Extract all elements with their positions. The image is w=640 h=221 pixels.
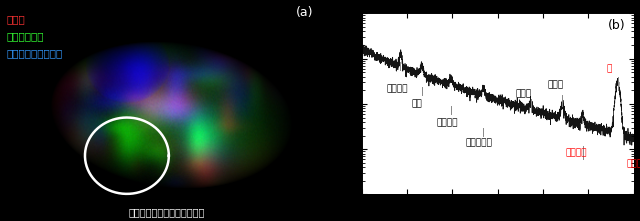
- Text: (a): (a): [296, 6, 314, 19]
- Text: 青：鉄とクロムの比: 青：鉄とクロムの比: [6, 48, 63, 58]
- Text: アルゴン: アルゴン: [436, 118, 458, 128]
- Text: クロムとチタンが過剰な領域: クロムとチタンが過剰な領域: [128, 207, 205, 217]
- Text: 赤：鉄: 赤：鉄: [6, 14, 26, 24]
- Text: チタン: チタン: [516, 89, 532, 98]
- Text: 度: 度: [323, 133, 329, 143]
- Text: マンガン: マンガン: [566, 148, 587, 157]
- Text: クロム: クロム: [547, 81, 564, 90]
- Text: シリコン: シリコン: [387, 84, 408, 93]
- Text: 硫黄: 硫黄: [412, 99, 422, 108]
- Text: 線: 線: [323, 68, 329, 78]
- Text: (b): (b): [608, 19, 625, 32]
- Text: X: X: [323, 35, 330, 46]
- Text: カルシウム: カルシウム: [466, 139, 493, 148]
- Text: 緑：シリコン: 緑：シリコン: [6, 31, 44, 41]
- Text: 鉄: 鉄: [607, 64, 612, 73]
- Text: 強: 強: [323, 101, 329, 111]
- Text: ニッケル: ニッケル: [627, 159, 640, 168]
- X-axis label: X線エネルギー（キロ電子ボルト）: X線エネルギー（キロ電子ボルト）: [450, 210, 545, 220]
